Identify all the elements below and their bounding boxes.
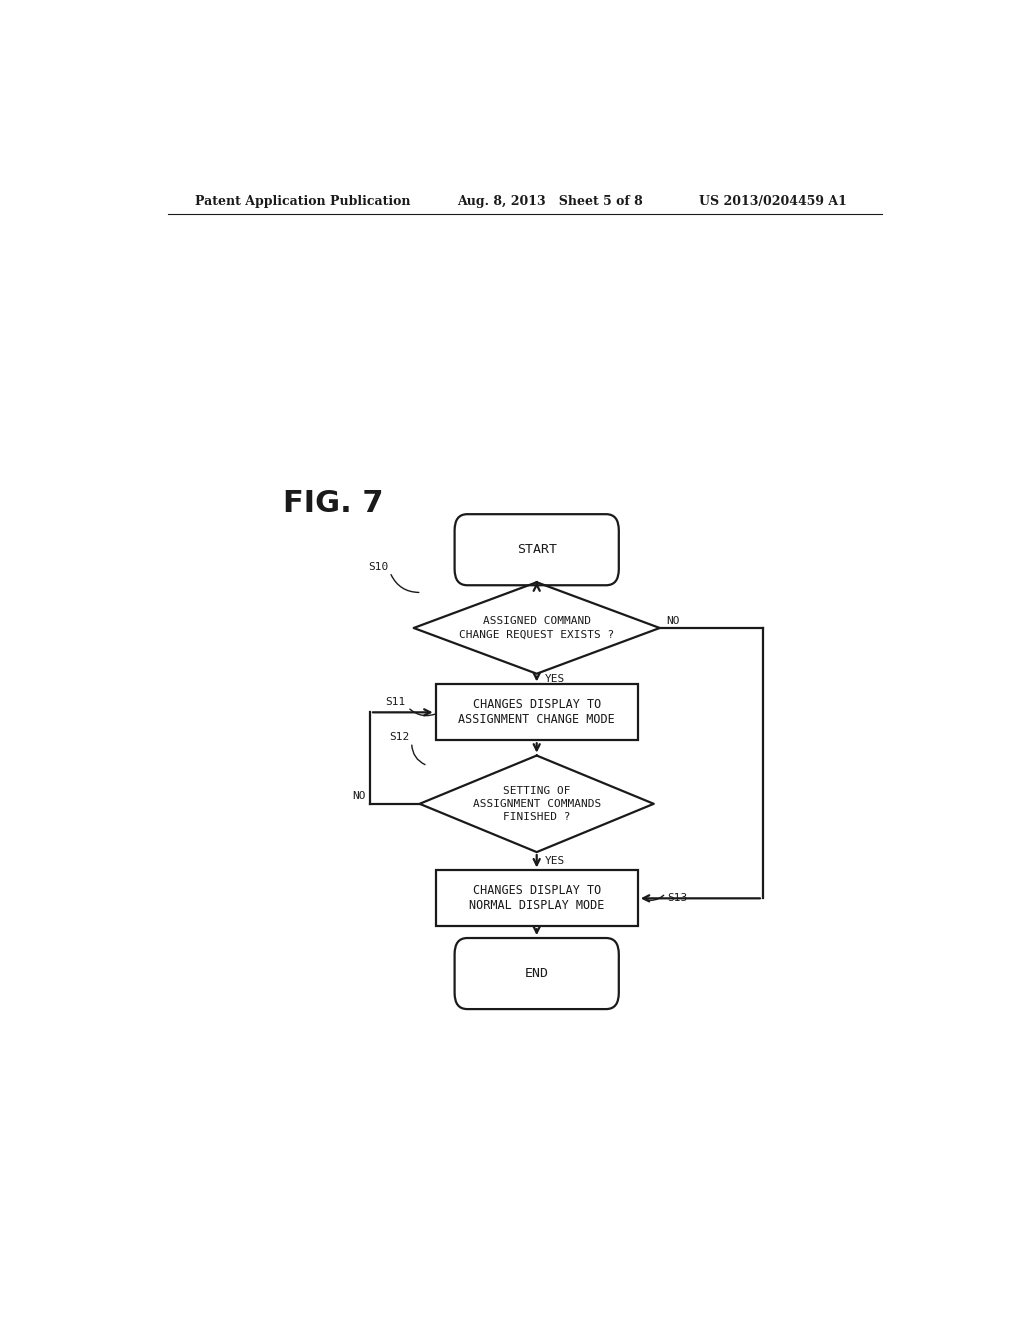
FancyBboxPatch shape xyxy=(455,515,618,585)
Text: US 2013/0204459 A1: US 2013/0204459 A1 xyxy=(699,194,847,207)
Text: S10: S10 xyxy=(368,562,388,572)
Text: NO: NO xyxy=(352,791,367,801)
Text: CHANGES DISPLAY TO
NORMAL DISPLAY MODE: CHANGES DISPLAY TO NORMAL DISPLAY MODE xyxy=(469,884,604,912)
Text: NO: NO xyxy=(666,616,680,626)
FancyBboxPatch shape xyxy=(455,939,618,1008)
Text: YES: YES xyxy=(545,675,565,684)
Bar xyxy=(435,870,638,927)
Text: Aug. 8, 2013   Sheet 5 of 8: Aug. 8, 2013 Sheet 5 of 8 xyxy=(458,194,643,207)
Text: S12: S12 xyxy=(390,733,410,742)
Text: CHANGES DISPLAY TO
ASSIGNMENT CHANGE MODE: CHANGES DISPLAY TO ASSIGNMENT CHANGE MOD… xyxy=(459,698,615,726)
Text: YES: YES xyxy=(545,857,565,866)
Text: START: START xyxy=(517,544,557,556)
Text: S11: S11 xyxy=(386,697,406,708)
Bar xyxy=(435,684,638,741)
Text: ASSIGNED COMMAND
CHANGE REQUEST EXISTS ?: ASSIGNED COMMAND CHANGE REQUEST EXISTS ? xyxy=(459,616,614,640)
Text: END: END xyxy=(524,968,549,979)
Text: Patent Application Publication: Patent Application Publication xyxy=(196,194,411,207)
Text: S13: S13 xyxy=(668,894,688,903)
Text: SETTING OF
ASSIGNMENT COMMANDS
FINISHED ?: SETTING OF ASSIGNMENT COMMANDS FINISHED … xyxy=(473,785,601,822)
Text: FIG. 7: FIG. 7 xyxy=(283,490,383,519)
